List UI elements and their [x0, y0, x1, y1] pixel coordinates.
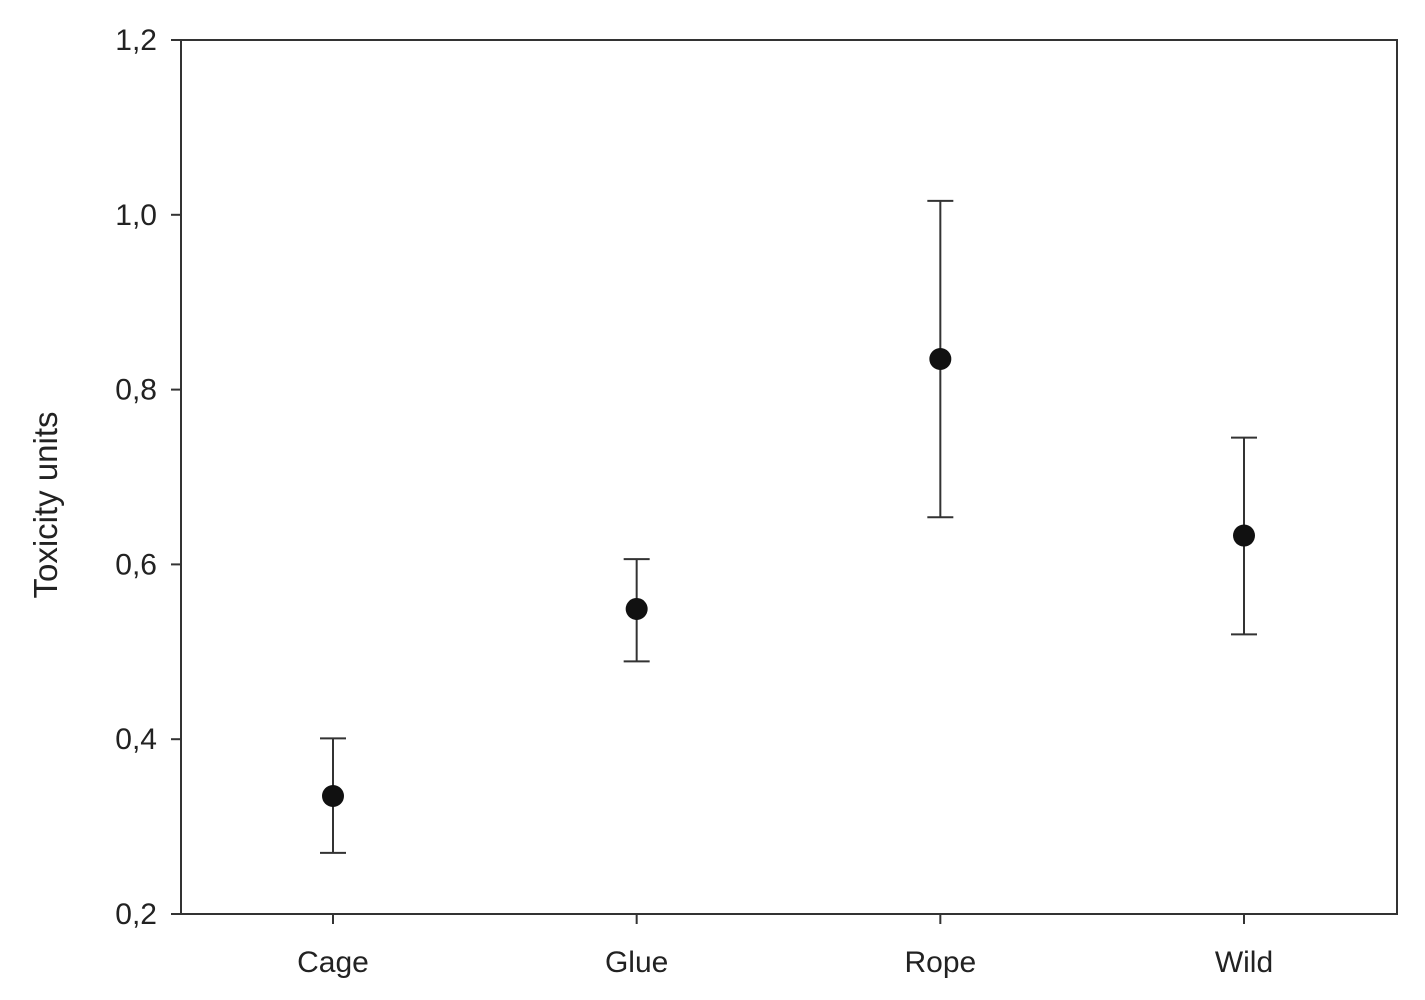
x-tick-label: Wild [1215, 946, 1273, 979]
data-point [929, 348, 952, 371]
y-tick-label: 0,4 [115, 723, 157, 756]
x-tick-label: Glue [605, 946, 668, 979]
data-point [1233, 524, 1255, 547]
y-axis: 0,2 0,4 0,6 0,8 1,0 1,2 [115, 24, 181, 931]
x-tick-label: Cage [297, 946, 369, 979]
y-tick-label: 0,2 [115, 898, 157, 931]
x-axis: Cage Glue Rope Wild [297, 914, 1273, 979]
data-marks [320, 199, 1257, 854]
y-tick-label: 1,2 [115, 24, 157, 57]
data-point [322, 785, 344, 808]
y-tick-label: 0,8 [115, 374, 157, 407]
y-tick-label: 0,6 [115, 548, 157, 581]
data-point [625, 597, 648, 620]
x-tick-label: Rope [904, 946, 976, 979]
y-tick-label: 1,0 [115, 199, 157, 232]
plot-frame [180, 39, 1398, 915]
y-axis-title: Toxicity units [27, 411, 64, 598]
